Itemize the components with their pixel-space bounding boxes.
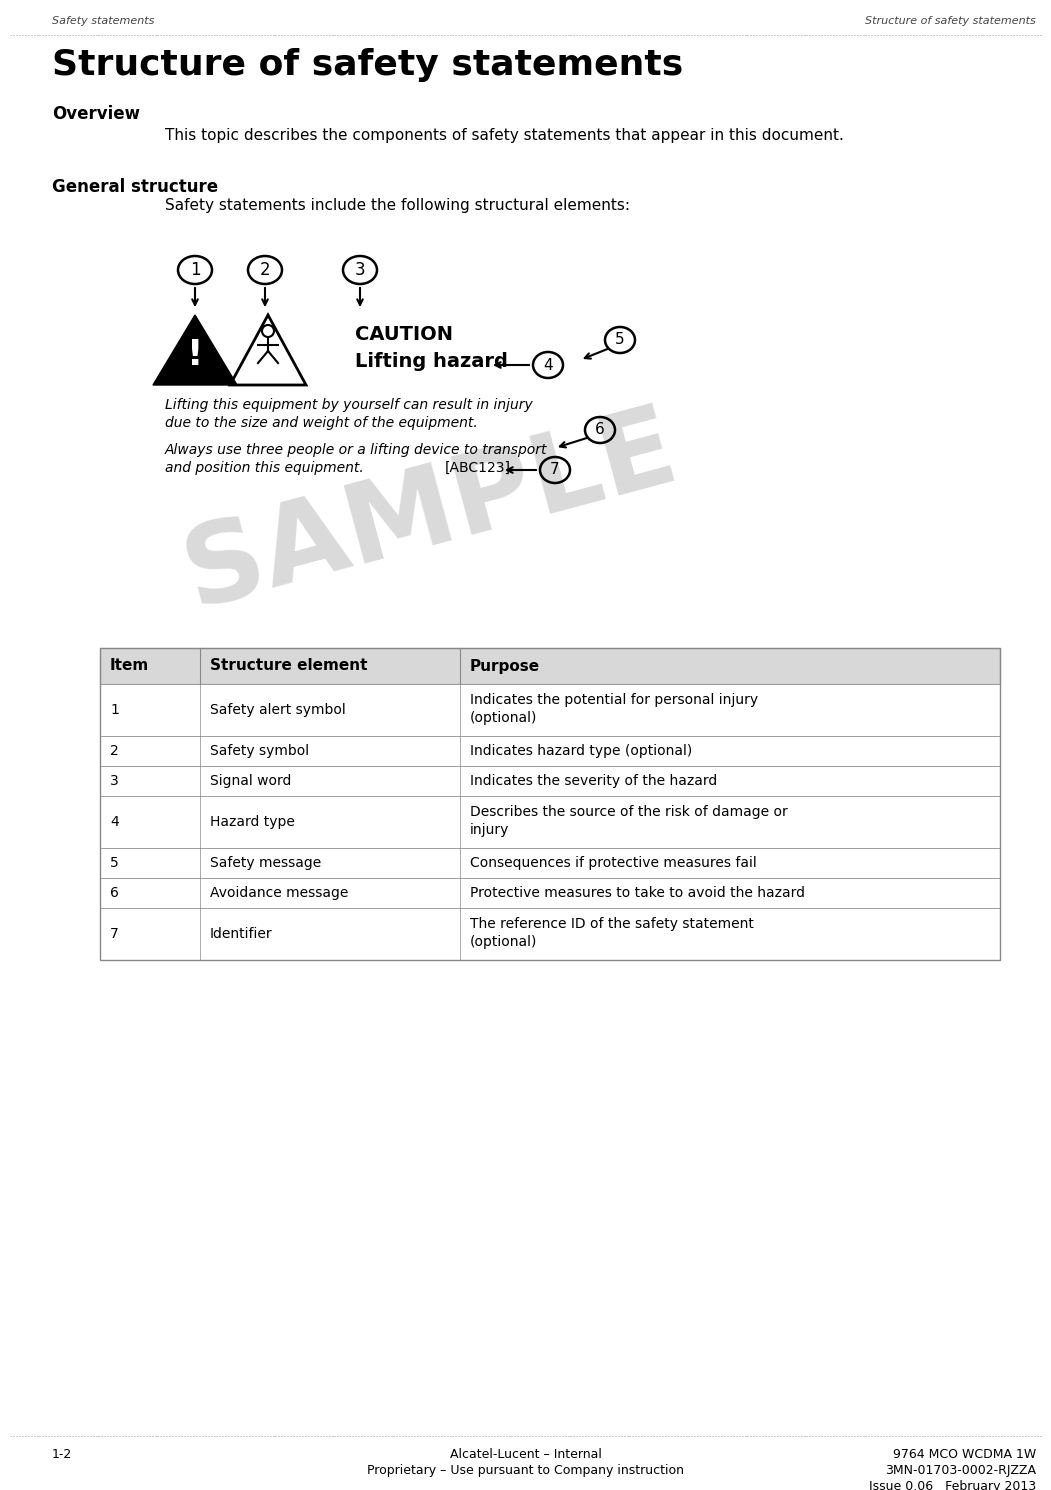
Text: 4: 4 xyxy=(543,358,553,372)
FancyBboxPatch shape xyxy=(100,648,1000,684)
Text: Lifting hazard: Lifting hazard xyxy=(355,352,508,371)
Text: Indicates the potential for personal injury: Indicates the potential for personal inj… xyxy=(470,693,758,706)
Text: 7: 7 xyxy=(550,462,560,477)
Text: Safety message: Safety message xyxy=(210,855,322,870)
Text: Item: Item xyxy=(110,659,149,673)
Text: 1-2: 1-2 xyxy=(51,1448,73,1462)
Text: Avoidance message: Avoidance message xyxy=(210,887,348,900)
Text: (optional): (optional) xyxy=(470,936,537,949)
FancyBboxPatch shape xyxy=(100,878,1000,907)
Text: Lifting this equipment by yourself can result in injury: Lifting this equipment by yourself can r… xyxy=(165,398,533,413)
Text: Signal word: Signal word xyxy=(210,773,291,788)
Text: Describes the source of the risk of damage or: Describes the source of the risk of dama… xyxy=(470,805,788,820)
Text: Consequences if protective measures fail: Consequences if protective measures fail xyxy=(470,855,757,870)
Text: Purpose: Purpose xyxy=(470,659,540,673)
Text: Protective measures to take to avoid the hazard: Protective measures to take to avoid the… xyxy=(470,887,805,900)
Text: 5: 5 xyxy=(110,855,119,870)
Polygon shape xyxy=(153,314,236,384)
Text: Safety statements include the following structural elements:: Safety statements include the following … xyxy=(165,198,630,213)
FancyBboxPatch shape xyxy=(100,736,1000,766)
Text: The reference ID of the safety statement: The reference ID of the safety statement xyxy=(470,916,754,931)
Text: 4: 4 xyxy=(110,815,119,828)
Text: (optional): (optional) xyxy=(470,711,537,726)
Text: Hazard type: Hazard type xyxy=(210,815,295,828)
Text: 9764 MCO WCDMA 1W: 9764 MCO WCDMA 1W xyxy=(892,1448,1036,1462)
Text: 6: 6 xyxy=(110,887,119,900)
FancyBboxPatch shape xyxy=(100,684,1000,736)
Text: Structure of safety statements: Structure of safety statements xyxy=(865,16,1036,25)
Text: Always use three people or a lifting device to transport: Always use three people or a lifting dev… xyxy=(165,443,548,457)
Text: Structure element: Structure element xyxy=(210,659,368,673)
Text: Safety statements: Safety statements xyxy=(51,16,154,25)
Text: SAMPLE: SAMPLE xyxy=(172,395,687,629)
Text: 3MN-01703-0002-RJZZA: 3MN-01703-0002-RJZZA xyxy=(885,1465,1036,1477)
Text: !: ! xyxy=(187,338,203,372)
Text: General structure: General structure xyxy=(51,177,219,197)
Text: 6: 6 xyxy=(595,423,605,438)
Text: 2: 2 xyxy=(260,261,270,279)
Text: 7: 7 xyxy=(110,927,119,942)
Text: [ABC123]: [ABC123] xyxy=(445,460,511,475)
Text: Safety alert symbol: Safety alert symbol xyxy=(210,703,346,717)
Text: 3: 3 xyxy=(354,261,366,279)
Text: This topic describes the components of safety statements that appear in this doc: This topic describes the components of s… xyxy=(165,128,844,143)
Text: Indicates hazard type (optional): Indicates hazard type (optional) xyxy=(470,744,693,758)
Text: due to the size and weight of the equipment.: due to the size and weight of the equipm… xyxy=(165,416,478,431)
Text: Indicates the severity of the hazard: Indicates the severity of the hazard xyxy=(470,773,717,788)
FancyBboxPatch shape xyxy=(100,766,1000,796)
Text: Issue 0.06   February 2013: Issue 0.06 February 2013 xyxy=(869,1480,1036,1490)
Text: 2: 2 xyxy=(110,744,119,758)
Text: Identifier: Identifier xyxy=(210,927,272,942)
Text: and position this equipment.: and position this equipment. xyxy=(165,460,364,475)
FancyBboxPatch shape xyxy=(100,796,1000,848)
Text: Proprietary – Use pursuant to Company instruction: Proprietary – Use pursuant to Company in… xyxy=(367,1465,684,1477)
Text: Safety symbol: Safety symbol xyxy=(210,744,309,758)
Text: CAUTION: CAUTION xyxy=(355,325,453,344)
FancyBboxPatch shape xyxy=(100,848,1000,878)
Text: 3: 3 xyxy=(110,773,119,788)
Text: 5: 5 xyxy=(615,332,624,347)
Text: 1: 1 xyxy=(189,261,201,279)
Text: Alcatel-Lucent – Internal: Alcatel-Lucent – Internal xyxy=(450,1448,601,1462)
FancyBboxPatch shape xyxy=(100,907,1000,960)
Text: Overview: Overview xyxy=(51,104,140,124)
Text: injury: injury xyxy=(470,822,510,837)
Text: Structure of safety statements: Structure of safety statements xyxy=(51,48,683,82)
Text: 1: 1 xyxy=(110,703,119,717)
